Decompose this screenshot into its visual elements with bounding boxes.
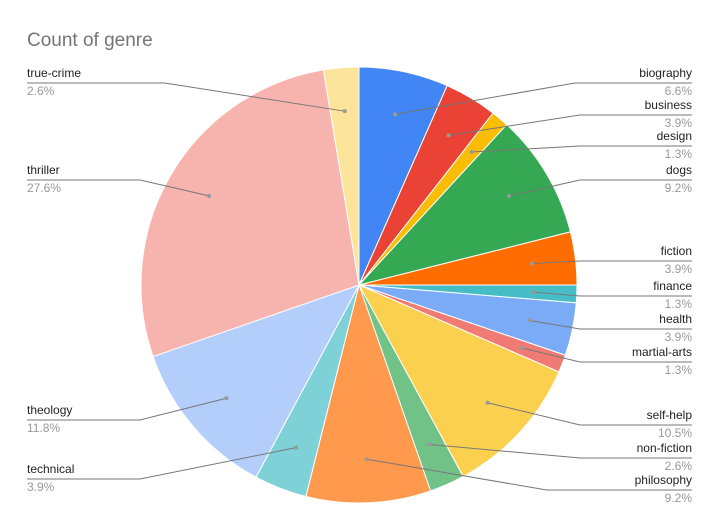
value-label: 10.5% (658, 426, 692, 440)
value-label: 9.2% (665, 491, 693, 505)
pie-slice (140, 69, 360, 358)
leader-dot (527, 318, 532, 323)
value-label: 3.9% (27, 480, 55, 494)
leader-line (508, 179, 692, 197)
leader-line (448, 114, 692, 136)
value-label: 3.9% (665, 262, 693, 276)
leader-dot (485, 400, 490, 405)
leader-line (487, 402, 692, 426)
legend-label: self-help (647, 408, 693, 422)
value-label: 1.3% (665, 363, 693, 377)
value-label: 2.6% (27, 84, 55, 98)
pie-slice (322, 66, 360, 286)
leader-line (27, 179, 210, 197)
leader-line (532, 260, 692, 265)
leader-dot (469, 149, 474, 154)
leader-dot (224, 396, 229, 401)
leader-dot (342, 109, 347, 114)
legend-label: health (659, 312, 692, 326)
value-label: 9.2% (665, 181, 693, 195)
leader-line (429, 444, 692, 459)
leader-line (27, 397, 227, 421)
value-label: 2.6% (665, 459, 693, 473)
value-label: 3.9% (665, 116, 693, 130)
leader-dot (393, 112, 398, 117)
leader-dot (530, 261, 535, 266)
leader-line (521, 347, 692, 363)
legend-label: theology (27, 403, 72, 417)
leader-line (529, 320, 692, 330)
legend-label: biography (639, 66, 692, 80)
leader-dot (506, 193, 511, 198)
leader-line (394, 82, 692, 115)
legend-label: technical (27, 462, 74, 476)
legend-label: business (645, 98, 692, 112)
leader-dot (427, 442, 432, 447)
leader-dot (531, 290, 536, 295)
leader-line (533, 291, 692, 297)
legend-label: philosophy (635, 473, 692, 487)
legend-label: non-fiction (637, 441, 692, 455)
value-label: 27.6% (27, 181, 61, 195)
pie-slice (152, 284, 361, 478)
leader-dot (519, 345, 524, 350)
leader-line (27, 82, 345, 112)
pie-slice (305, 283, 432, 504)
legend-label: finance (653, 279, 692, 293)
chart-title: Count of genre (27, 30, 153, 51)
legend-label: martial-arts (632, 345, 692, 359)
legend-label: dogs (666, 163, 692, 177)
value-label: 6.6% (665, 84, 693, 98)
value-label: 11.8% (27, 421, 60, 435)
leader-dot (207, 193, 212, 198)
leader-dot (294, 445, 299, 450)
legend-label: thriller (27, 163, 60, 177)
leader-line (27, 447, 297, 480)
legend-label: true-crime (27, 66, 81, 80)
legend-label: design (657, 129, 692, 143)
value-label: 1.3% (665, 297, 693, 311)
leader-line (366, 458, 692, 491)
leader-dot (364, 457, 369, 462)
leader-line (471, 145, 692, 153)
legend-label: fiction (661, 244, 692, 258)
leader-dot (446, 133, 451, 138)
value-label: 3.9% (665, 330, 693, 344)
pie-slice (357, 283, 560, 478)
value-label: 1.3% (665, 147, 693, 161)
